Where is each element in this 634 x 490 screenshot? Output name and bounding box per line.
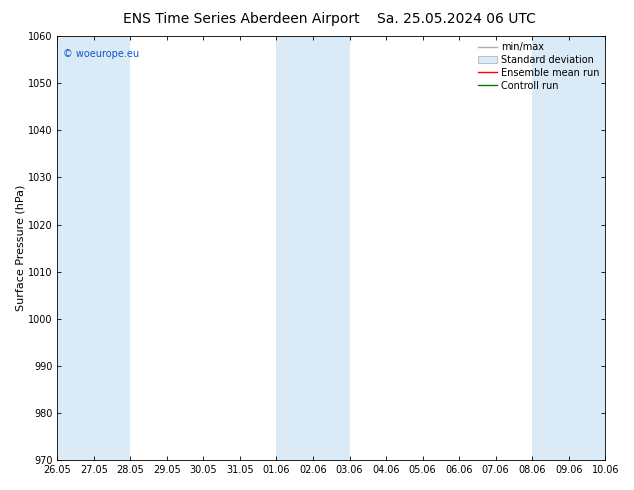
Text: ENS Time Series Aberdeen Airport: ENS Time Series Aberdeen Airport bbox=[122, 12, 359, 26]
Bar bbox=[276, 36, 349, 460]
Y-axis label: Surface Pressure (hPa): Surface Pressure (hPa) bbox=[15, 185, 25, 311]
Legend: min/max, Standard deviation, Ensemble mean run, Controll run: min/max, Standard deviation, Ensemble me… bbox=[474, 38, 604, 95]
Text: © woeurope.eu: © woeurope.eu bbox=[63, 49, 139, 59]
Text: Sa. 25.05.2024 06 UTC: Sa. 25.05.2024 06 UTC bbox=[377, 12, 536, 26]
Bar bbox=[532, 36, 605, 460]
Bar bbox=[57, 36, 131, 460]
